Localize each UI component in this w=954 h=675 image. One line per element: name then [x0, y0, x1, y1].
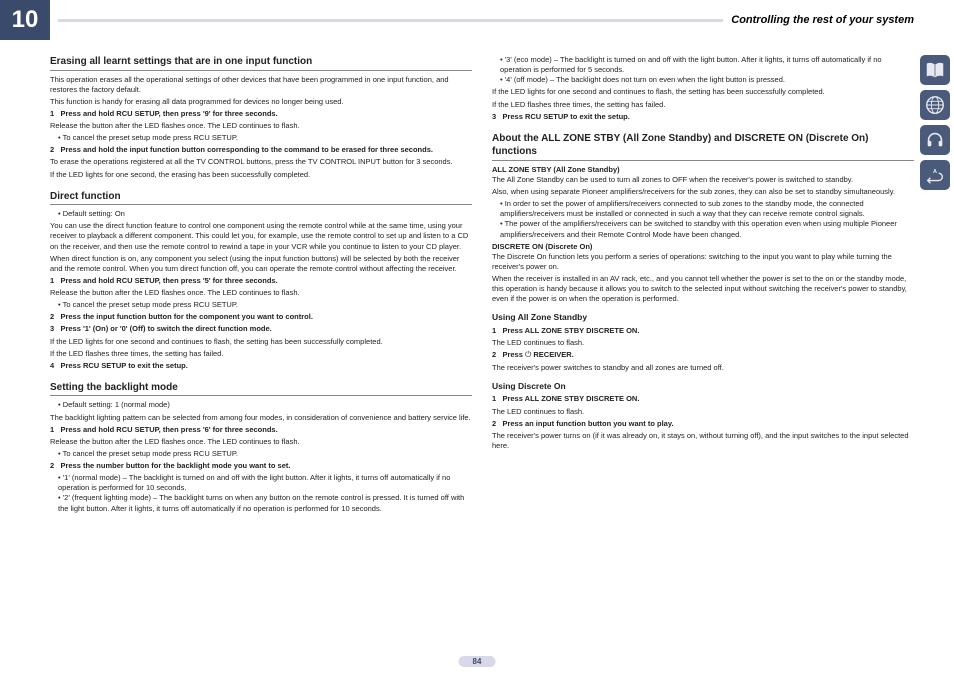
- step: 1 Press ALL ZONE STBY DISCRETE ON.: [492, 326, 914, 336]
- heading-using-discrete: Using Discrete On: [492, 381, 914, 392]
- subheading: DISCRETE ON (Discrete On): [492, 242, 592, 251]
- body-text: The receiver's power turns on (if it was…: [492, 431, 914, 451]
- heading-backlight: Setting the backlight mode: [50, 381, 472, 397]
- bullet: '1' (normal mode) – The backlight is tur…: [58, 473, 472, 493]
- headphones-icon[interactable]: [920, 125, 950, 155]
- bullet: Default setting: 1 (normal mode): [58, 400, 472, 410]
- arc-icon[interactable]: A: [920, 160, 950, 190]
- body-text: The backlight lighting pattern can be se…: [50, 413, 472, 423]
- svg-text:A: A: [933, 169, 937, 175]
- left-column: Erasing all learnt settings that are in …: [50, 55, 472, 516]
- step: 1 Press and hold RCU SETUP, then press '…: [50, 276, 472, 286]
- body-text: If the LED lights for one second and con…: [492, 87, 914, 97]
- bullet: Default setting: On: [58, 209, 472, 219]
- body-text: You can use the direct function feature …: [50, 221, 472, 251]
- step: 2 Press the number button for the backli…: [50, 461, 472, 471]
- step: 1 Press and hold RCU SETUP, then press '…: [50, 425, 472, 435]
- bullet: '3' (eco mode) – The backlight is turned…: [500, 55, 914, 75]
- page-title: Controlling the rest of your system: [731, 14, 914, 26]
- body-text: This operation erases all the operationa…: [50, 75, 472, 95]
- body-text: The Discrete On function lets you perfor…: [492, 252, 914, 272]
- body-text: If the LED flashes three times, the sett…: [492, 100, 914, 110]
- globe-icon[interactable]: [920, 90, 950, 120]
- heading-erasing: Erasing all learnt settings that are in …: [50, 55, 472, 71]
- body-text: To erase the operations registered at al…: [50, 157, 472, 167]
- subheading: ALL ZONE STBY (All Zone Standby): [492, 165, 620, 174]
- step: 1 Press and hold RCU SETUP, then press '…: [50, 109, 472, 119]
- body-text: The LED continues to flash.: [492, 338, 914, 348]
- page-header: 10 Controlling the rest of your system: [0, 0, 954, 40]
- side-nav: A: [920, 55, 950, 190]
- step: 1 Press ALL ZONE STBY DISCRETE ON.: [492, 394, 914, 404]
- body-text: When the receiver is installed in an AV …: [492, 274, 914, 304]
- body-text: Release the button after the LED flashes…: [50, 288, 472, 298]
- bullet: '2' (frequent lighting mode) – The backl…: [58, 493, 472, 513]
- bullet: To cancel the preset setup mode press RC…: [58, 300, 472, 310]
- body-text: The receiver's power switches to standby…: [492, 363, 914, 373]
- bullet: '4' (off mode) – The backlight does not …: [500, 75, 914, 85]
- bullet: In order to set the power of amplifiers/…: [500, 199, 914, 219]
- content: Erasing all learnt settings that are in …: [0, 40, 954, 516]
- body-text: When direct function is on, any componen…: [50, 254, 472, 274]
- bullet: The power of the amplifiers/receivers ca…: [500, 219, 914, 239]
- step: 4 Press RCU SETUP to exit the setup.: [50, 361, 472, 371]
- body-text: If the LED flashes three times, the sett…: [50, 349, 472, 359]
- body-text: Also, when using separate Pioneer amplif…: [492, 187, 914, 197]
- body-text: This function is handy for erasing all d…: [50, 97, 472, 107]
- heading-direct: Direct function: [50, 190, 472, 206]
- step: 3 Press '1' (On) or '0' (Off) to switch …: [50, 324, 472, 334]
- body-text: If the LED lights for one second, the er…: [50, 170, 472, 180]
- step: 2 Press an input function button you wan…: [492, 419, 914, 429]
- heading-allzone: About the ALL ZONE STBY (All Zone Standb…: [492, 132, 914, 161]
- body-text: Release the button after the LED flashes…: [50, 437, 472, 447]
- bullet: To cancel the preset setup mode press RC…: [58, 449, 472, 459]
- page-number-box: 84: [459, 656, 496, 667]
- body-text: If the LED lights for one second and con…: [50, 337, 472, 347]
- page-number: 84: [459, 656, 496, 667]
- body-text: Release the button after the LED flashes…: [50, 121, 472, 131]
- right-column: '3' (eco mode) – The backlight is turned…: [492, 55, 914, 516]
- book-icon[interactable]: [920, 55, 950, 85]
- body-text: The LED continues to flash.: [492, 407, 914, 417]
- header-rule: [58, 19, 723, 22]
- body-text: The All Zone Standby can be used to turn…: [492, 175, 914, 185]
- chapter-number: 10: [0, 0, 50, 40]
- bullet: To cancel the preset setup mode press RC…: [58, 133, 472, 143]
- heading-using-azs: Using All Zone Standby: [492, 312, 914, 323]
- step: 2 Press the input function button for th…: [50, 312, 472, 322]
- step: 3 Press RCU SETUP to exit the setup.: [492, 112, 914, 122]
- step: 2 Press and hold the input function butt…: [50, 145, 472, 155]
- step: 2 Press ⏻ RECEIVER.: [492, 350, 914, 361]
